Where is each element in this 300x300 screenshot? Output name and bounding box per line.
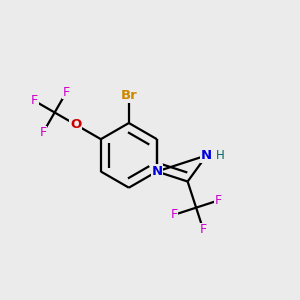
- Text: F: F: [170, 208, 178, 221]
- Text: F: F: [63, 86, 70, 99]
- Text: F: F: [215, 194, 222, 207]
- Text: F: F: [200, 223, 207, 236]
- Text: N: N: [201, 149, 212, 162]
- Text: O: O: [70, 118, 81, 131]
- Text: H: H: [216, 149, 225, 162]
- Text: F: F: [31, 94, 38, 107]
- Text: N: N: [151, 165, 162, 178]
- Text: Br: Br: [121, 89, 137, 102]
- Text: F: F: [39, 126, 46, 139]
